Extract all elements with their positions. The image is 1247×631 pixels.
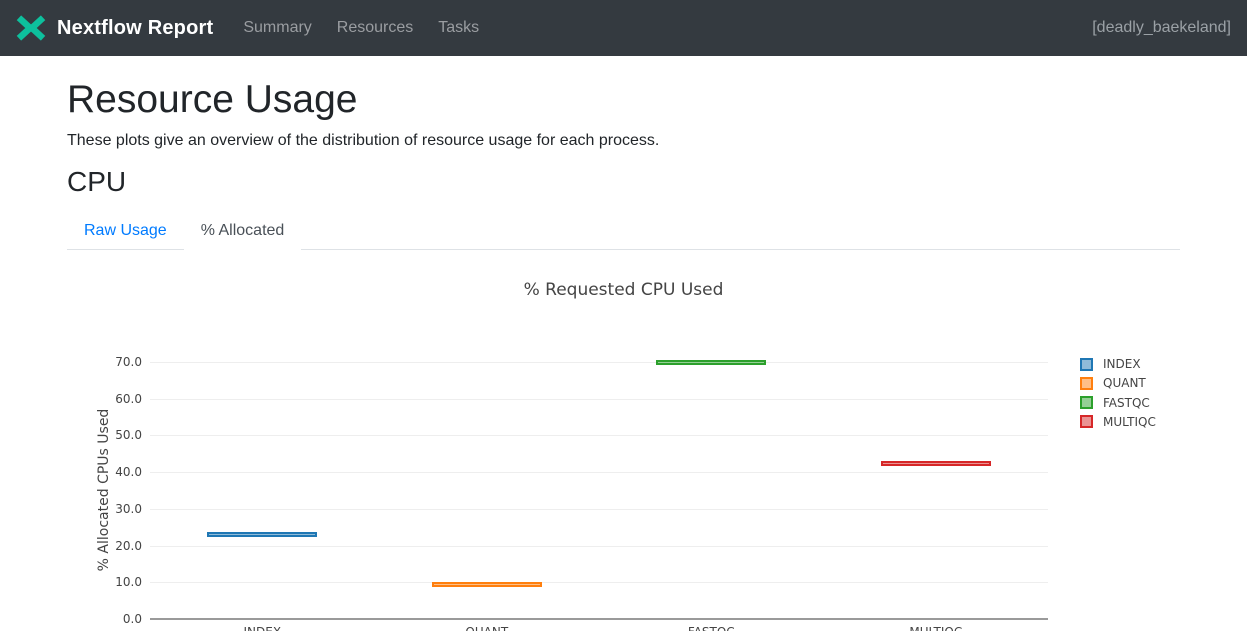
box-mark-index[interactable] — [207, 532, 318, 538]
brand-link[interactable]: Nextflow Report — [16, 15, 213, 41]
page-subtitle: These plots give an overview of the dist… — [67, 132, 660, 149]
legend-swatch — [1080, 396, 1093, 410]
y-tick-label: 70.0 — [115, 355, 142, 369]
legend-label: MULTIQC — [1103, 414, 1156, 429]
box-mark-multiqc[interactable] — [880, 460, 991, 466]
nav-item-tasks[interactable]: Tasks — [438, 19, 480, 36]
tab-percent-allocated[interactable]: % Allocated — [183, 212, 302, 250]
nav-item-resources[interactable]: Resources — [336, 19, 414, 36]
x-tick-label: FASTQC — [651, 625, 771, 631]
top-navbar: Nextflow Report Summary Resources Tasks … — [0, 0, 1247, 56]
box-mark-quant[interactable] — [431, 581, 542, 587]
cpu-chart: % Requested CPU Used % Allocated CPUs Us… — [67, 250, 1180, 631]
x-tick-label: MULTIQC — [876, 625, 996, 631]
legend-label: INDEX — [1103, 357, 1141, 371]
gridline — [150, 472, 1048, 474]
navbar-links: Summary Resources Tasks — [237, 11, 485, 45]
x-tick-label: INDEX — [202, 625, 322, 631]
gridline — [150, 362, 1048, 363]
gridline — [150, 398, 1048, 400]
legend-item-multiqc[interactable]: MULTIQC — [1080, 415, 1156, 429]
legend-label: QUANT — [1103, 376, 1146, 391]
y-tick-label: 10.0 — [115, 575, 142, 590]
nav-item-summary[interactable]: Summary — [243, 19, 312, 36]
box-mark-fastqc[interactable] — [656, 359, 767, 365]
gridline — [150, 435, 1048, 437]
legend-swatch — [1080, 415, 1093, 429]
legend-label: FASTQC — [1103, 395, 1150, 410]
page-title: Resource Usage — [67, 78, 358, 121]
y-tick-label: 40.0 — [115, 465, 142, 480]
content-wrapper: Resource Usage These plots give an overv… — [0, 56, 1247, 631]
chart-title: % Requested CPU Used — [523, 280, 724, 300]
legend-swatch — [1080, 357, 1093, 371]
section-heading-cpu: CPU — [67, 166, 127, 197]
tab-raw-usage[interactable]: Raw Usage — [84, 222, 167, 239]
y-tick-label: 30.0 — [115, 501, 142, 516]
nextflow-logo-icon — [16, 15, 46, 41]
y-tick-label: 60.0 — [115, 391, 142, 406]
legend-swatch — [1080, 376, 1093, 390]
y-tick-label: 0.0 — [122, 612, 142, 626]
y-tick-label: 50.0 — [115, 428, 142, 443]
legend-item-fastqc[interactable]: FASTQC — [1080, 396, 1150, 410]
brand-title: Nextflow Report — [57, 16, 214, 39]
gridline — [150, 582, 1048, 584]
legend-item-quant[interactable]: QUANT — [1080, 376, 1146, 390]
x-tick-label: QUANT — [427, 625, 547, 631]
legend-item-index[interactable]: INDEX — [1080, 357, 1141, 371]
gridline — [150, 545, 1048, 547]
y-tick-label: 20.0 — [115, 538, 142, 553]
gridline — [150, 508, 1048, 510]
cpu-tab-bar: Raw Usage % Allocated — [67, 212, 1180, 250]
run-name-badge: [deadly_baekeland] — [1092, 19, 1231, 36]
x-axis-zero-line — [150, 618, 1048, 620]
